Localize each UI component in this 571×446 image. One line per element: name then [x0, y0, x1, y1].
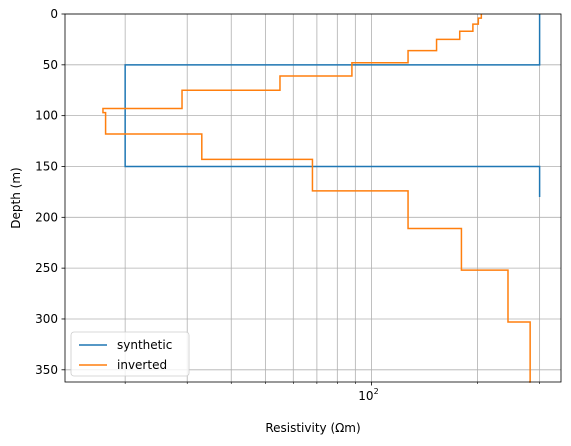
y-tick-label: 350 — [35, 363, 58, 377]
series-line-inverted — [102, 14, 531, 383]
y-tick-label: 100 — [35, 109, 58, 123]
legend-label-inverted: inverted — [117, 358, 167, 372]
series-line-synthetic — [124, 14, 541, 197]
grid — [65, 13, 561, 382]
legend-label-synthetic: synthetic — [117, 338, 172, 352]
y-tick-label: 150 — [35, 159, 58, 173]
y-tick-label: 50 — [43, 58, 58, 72]
y-tick-label: 0 — [50, 7, 58, 21]
legend: synthetic inverted — [70, 331, 190, 377]
y-tick-label: 200 — [35, 210, 58, 224]
x-tick-label: 102 — [358, 387, 378, 403]
y-tick-label: 300 — [35, 312, 58, 326]
y-axis-label: Depth (m) — [9, 167, 23, 228]
y-tick-label: 250 — [35, 261, 58, 275]
axis-ticks: 102 0 50 100 150 200 250 300 350 — [35, 7, 540, 403]
plot-area-frame — [64, 13, 562, 383]
series-group — [102, 14, 541, 383]
x-axis-label: Resistivity (Ωm) — [265, 421, 360, 435]
